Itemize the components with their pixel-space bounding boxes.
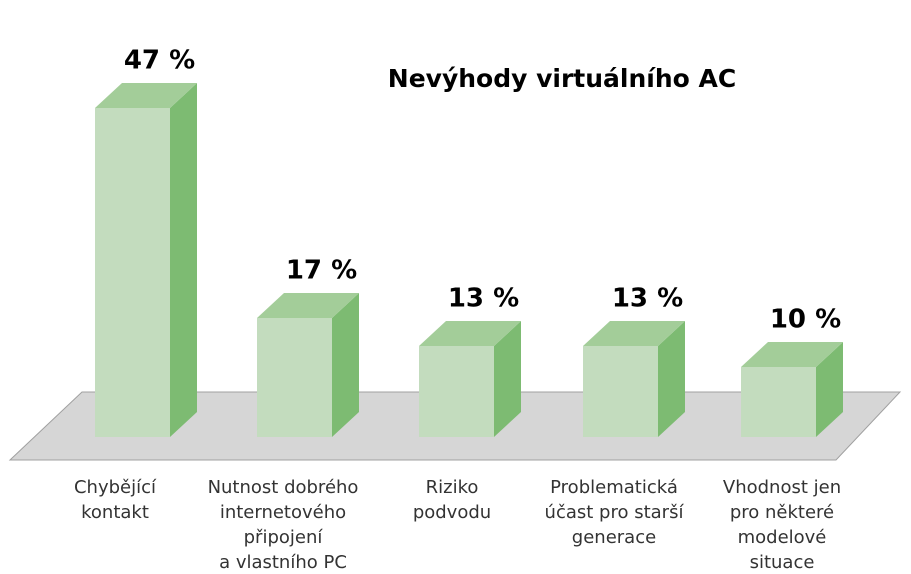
bar [741, 342, 843, 437]
bar-top [257, 293, 359, 318]
x-tick-label: Problematická [550, 477, 678, 498]
bar-side [170, 83, 197, 437]
x-tick-label: a vlastního PC [219, 552, 347, 573]
bar [95, 83, 197, 437]
x-tick-label: internetového [220, 502, 346, 523]
x-tick-label: pro některé [730, 502, 834, 523]
bar-front [257, 318, 332, 437]
bar [419, 321, 521, 437]
bar-side [332, 293, 359, 437]
x-tick-label: situace [750, 552, 815, 573]
x-tick-label: modelové [738, 527, 827, 548]
x-tick-label: Chybějící [74, 477, 157, 498]
x-tick-label: účast pro starší [545, 502, 685, 523]
bar-front [419, 346, 494, 437]
value-label: 17 % [286, 256, 357, 286]
x-tick-label: podvodu [413, 502, 491, 523]
bar-front [741, 367, 816, 437]
bar-top [741, 342, 843, 367]
x-tick-label: Nutnost dobrého [208, 477, 359, 498]
bar-top [419, 321, 521, 346]
bar-front [95, 108, 170, 437]
bar-top [95, 83, 197, 108]
value-label: 10 % [770, 305, 841, 335]
value-label: 47 % [124, 46, 195, 76]
x-tick-label: kontakt [81, 502, 149, 523]
bar-side [494, 321, 521, 437]
x-tick-label: Vhodnost jen [723, 477, 841, 498]
bar-side [816, 342, 843, 437]
x-tick-label: připojení [244, 527, 324, 548]
bar [257, 293, 359, 437]
bar-top [583, 321, 685, 346]
value-label: 13 % [448, 284, 519, 314]
chart-title: Nevýhody virtuálního AC [388, 64, 736, 93]
bar-side [658, 321, 685, 437]
bar [583, 321, 685, 437]
bar-front [583, 346, 658, 437]
x-tick-label: generace [572, 527, 656, 548]
x-tick-label: Riziko [426, 477, 479, 498]
value-label: 13 % [612, 284, 683, 314]
